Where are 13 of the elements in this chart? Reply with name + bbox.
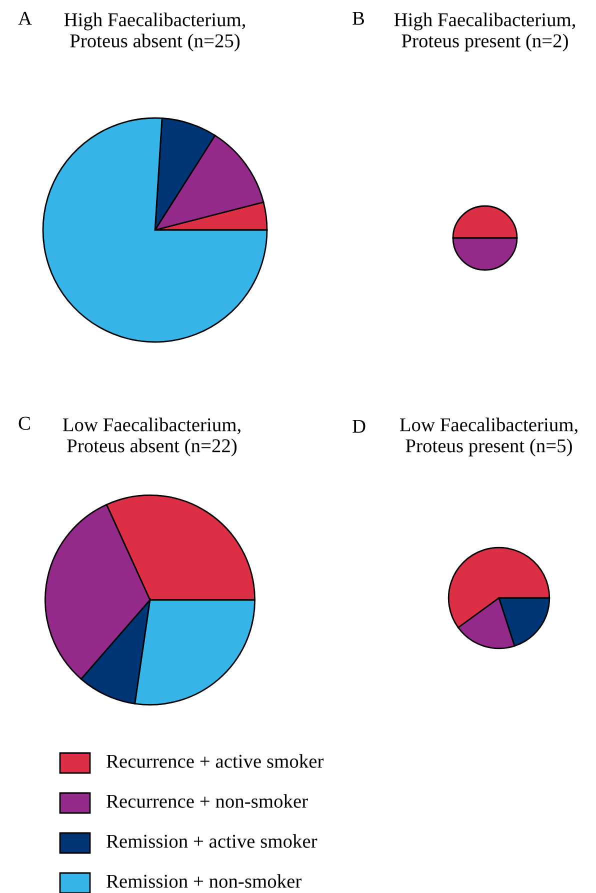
pie-slice	[42, 117, 268, 343]
text: D	[352, 420, 366, 433]
chart-title: Low Faecalibacterium, Proteus absent (n=22)	[62, 418, 240, 456]
text: B	[352, 12, 364, 25]
text: C	[18, 416, 30, 430]
text: A	[18, 12, 32, 25]
chart-title: High Faecalibacterium, Proteus absent (n=25)	[64, 12, 246, 52]
legend-label: Recurrence + non-smoker	[106, 794, 308, 808]
legend-label: Remission + active smoker	[106, 834, 318, 848]
chart-title: Low Faecalibacterium, Proteus present (n=5)	[400, 418, 578, 456]
legend-label: Remission + non-smoker	[106, 874, 302, 888]
legend-label: Recurrence + active smoker	[106, 754, 324, 768]
chart-title: High Faecalibacterium, Proteus present (n=2)	[394, 12, 576, 52]
